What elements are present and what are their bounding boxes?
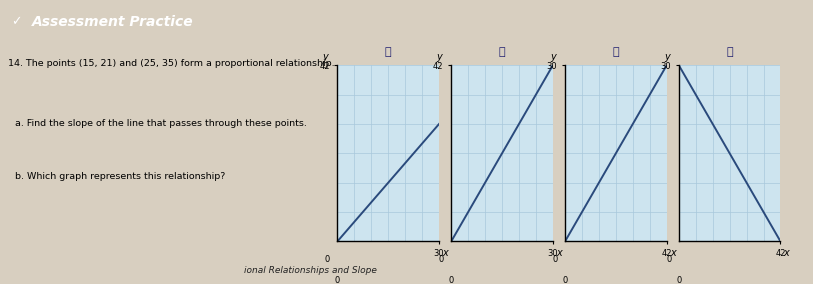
Text: 0: 0: [552, 254, 558, 264]
Y-axis label: y: y: [663, 52, 670, 62]
Text: Ⓑ: Ⓑ: [498, 47, 506, 57]
Text: b. Which graph represents this relationship?: b. Which graph represents this relations…: [15, 172, 225, 181]
Y-axis label: y: y: [550, 52, 556, 62]
Text: ✓: ✓: [11, 15, 21, 28]
Text: 0: 0: [563, 276, 567, 284]
Text: Ⓓ: Ⓓ: [726, 47, 733, 57]
X-axis label: x: x: [784, 248, 789, 258]
Text: 0: 0: [676, 276, 681, 284]
Text: 0: 0: [666, 254, 672, 264]
Text: 0: 0: [449, 276, 454, 284]
X-axis label: x: x: [556, 248, 562, 258]
Y-axis label: y: y: [436, 52, 442, 62]
Text: 14. The points (15, 21) and (25, 35) form a proportional relationship.: 14. The points (15, 21) and (25, 35) for…: [8, 59, 335, 68]
X-axis label: x: x: [670, 248, 676, 258]
Text: a. Find the slope of the line that passes through these points.: a. Find the slope of the line that passe…: [15, 119, 307, 128]
Text: Ⓐ: Ⓐ: [385, 47, 392, 57]
Text: ional Relationships and Slope: ional Relationships and Slope: [244, 266, 376, 275]
Text: 0: 0: [335, 276, 340, 284]
Text: Ⓒ: Ⓒ: [612, 47, 620, 57]
Text: Assessment Practice: Assessment Practice: [33, 15, 193, 29]
Text: 0: 0: [438, 254, 444, 264]
Y-axis label: y: y: [322, 52, 328, 62]
Text: 0: 0: [324, 254, 330, 264]
X-axis label: x: x: [442, 248, 448, 258]
